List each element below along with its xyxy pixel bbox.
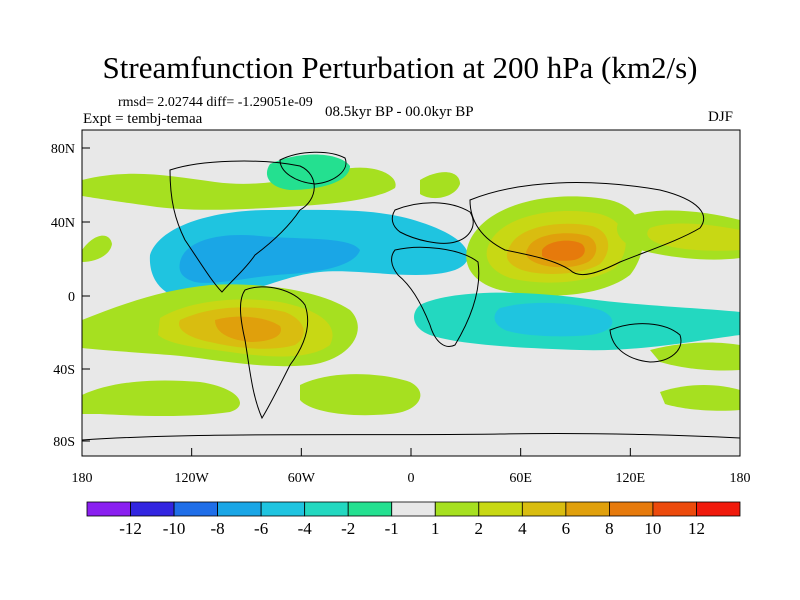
australia-coast (609, 323, 682, 363)
lat-tick-label: 80N (51, 142, 75, 157)
lat-tick-label: 40N (51, 216, 75, 231)
colorbar-label: -4 (298, 519, 313, 538)
colorbar-swatch (696, 501, 741, 517)
colorbar-swatch (217, 501, 262, 517)
europe-coast (391, 202, 474, 244)
lat-tick-label: 80S (53, 435, 75, 450)
colorbar-swatch (652, 501, 697, 517)
se-pacific-positive (650, 342, 740, 371)
colorbar-label: -10 (163, 519, 186, 538)
antarctica-coast (82, 432, 740, 441)
asia-coast (469, 182, 705, 275)
central-asia-positive-8 (542, 240, 585, 261)
lon-tick-label: 120E (616, 471, 646, 486)
plot-title: Streamfunction Perturbation at 200 hPa (… (102, 50, 698, 85)
colorbar-swatch (260, 501, 306, 517)
colorbar-label: 4 (518, 519, 527, 538)
lat-tick-label: 40S (53, 363, 75, 378)
north-america-coast (169, 160, 315, 293)
dateline-positive (82, 235, 112, 262)
central-europe-positive (420, 172, 460, 199)
colorbar-label: 6 (562, 519, 571, 538)
lat-tick-label: 0 (68, 290, 75, 305)
lon-tick-label: 120W (175, 471, 210, 486)
colorbar-label: -1 (385, 519, 399, 538)
africa-coast (391, 246, 480, 347)
southern-ocean-positive-2 (300, 374, 421, 416)
time-period-label: 08.5kyr BP - 00.0kyr BP (325, 104, 474, 120)
colorbar-label: 1 (431, 519, 440, 538)
colorbar-label: -2 (341, 519, 355, 538)
greenland-coast (279, 151, 347, 185)
lon-tick-label: 60W (288, 471, 316, 486)
latitude-axis: 80N 40N 0 40S 80S (51, 142, 90, 450)
colorbar-swatch (130, 501, 175, 517)
southern-ocean-positive-1 (82, 380, 240, 416)
colorbar-swatch (478, 501, 523, 517)
coastlines (82, 151, 740, 441)
colorbar-swatch (304, 501, 349, 517)
north-pacific-positive-2 (647, 223, 740, 251)
colorbar-swatch (521, 501, 567, 517)
colorbar-label: 8 (605, 519, 614, 538)
colorbar-label: -6 (254, 519, 268, 538)
colorbar-label: -8 (211, 519, 225, 538)
colorbar-label: 10 (644, 519, 661, 538)
south-america-coast (240, 286, 309, 420)
colorbar-label: 2 (475, 519, 484, 538)
colorbar-label: -12 (119, 519, 142, 538)
lon-tick-label: 0 (408, 471, 415, 486)
colorbar-label: 12 (688, 519, 705, 538)
experiment-label: Expt = tembj-temaa (83, 111, 203, 127)
rmsd-stats: rmsd= 2.02744 diff= -1.29051e-09 (118, 95, 313, 110)
indian-ocean-negative-4 (494, 302, 613, 337)
lon-tick-label: 180 (730, 471, 751, 486)
colorbar-swatch (86, 501, 131, 517)
colorbar-swatch (609, 501, 654, 517)
colorbar-swatch (391, 501, 436, 517)
colorbar-swatch (565, 501, 610, 517)
map-field (82, 130, 740, 456)
southern-ocean-positive-3 (660, 385, 740, 411)
south-pacific-positive-6 (215, 316, 281, 342)
colorbar-swatch (434, 501, 480, 517)
longitude-axis: 180 120W 60W 0 60E 120E 180 (72, 448, 751, 486)
season-label: DJF (708, 109, 734, 125)
colorbar: -12 -10 -8 -6 -4 -2 -1 1 2 4 6 8 10 12 (86, 501, 741, 538)
lon-tick-label: 180 (72, 471, 93, 486)
colorbar-swatch (173, 501, 218, 517)
lon-tick-label: 60E (509, 471, 532, 486)
colorbar-swatch (347, 501, 393, 517)
north-american-negative-4 (179, 235, 360, 283)
